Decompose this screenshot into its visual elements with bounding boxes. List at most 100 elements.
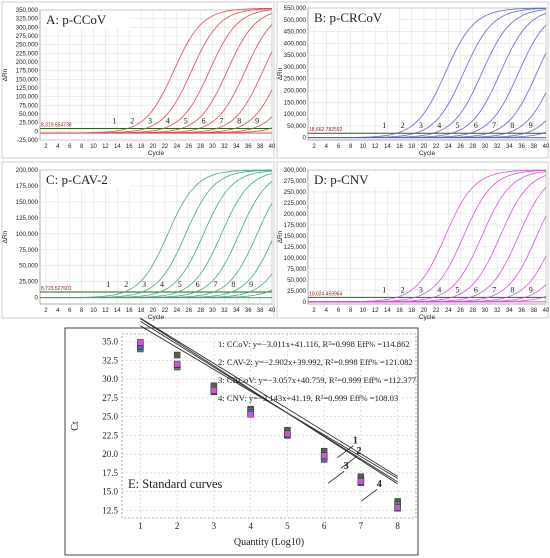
y-tick-label: 25,000	[287, 288, 306, 295]
curve-label-6: 6	[196, 280, 200, 289]
x-tick-label: 28	[469, 144, 476, 150]
curve-label-3: 3	[148, 116, 152, 125]
y-tick-label: 0	[35, 128, 39, 135]
x-tick-label: 6	[337, 308, 341, 314]
x-tick-label: 22	[433, 308, 440, 314]
curve-label-2: 2	[130, 116, 134, 125]
regression-line-4	[140, 318, 398, 485]
line-label-leader-4	[361, 488, 378, 502]
curve-label-3: 3	[419, 285, 423, 294]
data-point-series-4	[284, 430, 291, 438]
x-tick-label: 20	[421, 308, 428, 314]
y-tick-label: 150,000	[284, 99, 307, 106]
y-tick-label: -25,000	[17, 137, 39, 144]
curve-label-9: 9	[529, 285, 533, 294]
y-tick-label: 20.0	[102, 449, 118, 459]
y-tick-label: 350,000	[16, 7, 39, 14]
data-point-series-4	[173, 360, 181, 368]
y-tick-label: 12.5	[102, 505, 118, 515]
y-tick-label: 500,000	[284, 17, 307, 24]
y-tick-label: 550,000	[284, 5, 307, 12]
x-tick-label: 4	[56, 144, 60, 150]
panel-c-cav2: 2 4 6 8 10 12 14 16 18 20 22 24 26 28 30 32 34 36 38 40025,…	[1, 161, 276, 321]
x-tick-label: 38	[257, 308, 264, 314]
y-tick-label: 150,000	[284, 233, 307, 240]
x-tick-label: 18	[408, 308, 415, 314]
x-tick-label: 28	[197, 308, 204, 314]
y-tick-label: 150,000	[16, 76, 39, 83]
x-tick-label: 8	[349, 308, 353, 314]
y-tick-label: 125,000	[284, 244, 307, 251]
x-tick-label: 38	[257, 144, 264, 150]
y-tick-label: 30.0	[102, 374, 118, 384]
y-tick-label: 250,000	[16, 42, 39, 49]
x-tick-label: 24	[173, 144, 180, 150]
x-tick-label: 6	[68, 144, 72, 150]
x-tick-label: 16	[126, 144, 133, 150]
x-tick-label: 34	[506, 144, 513, 150]
y-tick-label: 100,000	[16, 94, 39, 101]
y-tick-label: 150,000	[16, 199, 39, 206]
x-tick-label: 40	[543, 144, 550, 150]
x-tick-label: 38	[530, 308, 537, 314]
x-tick-label: 4	[56, 308, 60, 314]
x-tick-label: 10	[90, 308, 97, 314]
panel-e-standard-curves: 1 2 3 4 5 6 7 812.515.017.520.022.525.027.530.0…	[64, 317, 419, 556]
x-tick-label: 20	[150, 144, 157, 150]
x-tick-label: 30	[482, 308, 489, 314]
y-tick-label: 100,000	[284, 111, 307, 118]
curve-label-4: 4	[437, 285, 441, 294]
x-tick-label: 14	[384, 144, 391, 150]
x-tick-label: 18	[408, 144, 415, 150]
curve-label-8: 8	[510, 285, 514, 294]
x-tick-label: 26	[185, 144, 192, 150]
y-tick-label: 75,000	[19, 102, 38, 109]
title-background	[44, 171, 130, 188]
x-tick-label: 6	[68, 308, 72, 314]
panel-title: B: p-CRCoV	[314, 10, 383, 25]
x-tick-label: 26	[457, 308, 464, 314]
y-tick-label: 200,000	[16, 167, 39, 174]
y-tick-label: 400,000	[284, 40, 307, 47]
curve-label-5: 5	[184, 116, 188, 125]
x-tick-label: 36	[518, 308, 525, 314]
panel-title: A: p-CCoV	[46, 12, 107, 27]
x-tick-label: 28	[197, 144, 204, 150]
x-tick-label: 16	[396, 144, 403, 150]
x-tick-label: 36	[245, 144, 252, 150]
panel-title: D: p-CNV	[314, 172, 369, 187]
x-tick-label: 30	[209, 308, 216, 314]
y-axis-label: ΔRn	[2, 68, 9, 81]
panel-b-crcov: 2 4 6 8 10 12 14 16 18 20 22 24 26 28 30 32 34 36 38 40050,…	[276, 1, 550, 159]
x-tick-label: 34	[233, 144, 240, 150]
curve-label-2: 2	[401, 121, 405, 130]
x-tick-label: 8	[349, 144, 353, 150]
y-tick-label: 175,000	[16, 68, 39, 75]
x-tick-label: 10	[90, 144, 97, 150]
x-tick-label: 10	[360, 144, 367, 150]
y-tick-label: 225,000	[16, 50, 39, 57]
x-tick-label: 2	[175, 521, 180, 531]
x-tick-label: 20	[421, 144, 428, 150]
y-tick-label: 100,000	[16, 231, 39, 238]
x-tick-label: 3	[212, 521, 217, 531]
y-tick-label: 275,000	[284, 178, 307, 185]
curve-label-1: 1	[106, 280, 110, 289]
curve-label-4: 4	[437, 121, 441, 130]
curve-label-6: 6	[202, 116, 206, 125]
x-tick-label: 2	[44, 308, 48, 314]
curve-label-1: 1	[112, 116, 116, 125]
y-tick-label: 250,000	[284, 76, 307, 83]
curve-label-7: 7	[492, 285, 496, 294]
x-tick-label: 6	[322, 521, 327, 531]
curve-label-8: 8	[231, 280, 235, 289]
x-tick-label: 32	[221, 308, 228, 314]
x-tick-label: 1	[138, 521, 143, 531]
y-tick-label: 325,000	[16, 16, 39, 23]
x-tick-label: 36	[245, 308, 252, 314]
x-tick-label: 40	[543, 308, 550, 314]
x-axis-label: Quantity (Log10)	[234, 537, 304, 548]
plot-area	[307, 7, 547, 141]
x-tick-label: 36	[518, 144, 525, 150]
curve-label-6: 6	[474, 285, 478, 294]
